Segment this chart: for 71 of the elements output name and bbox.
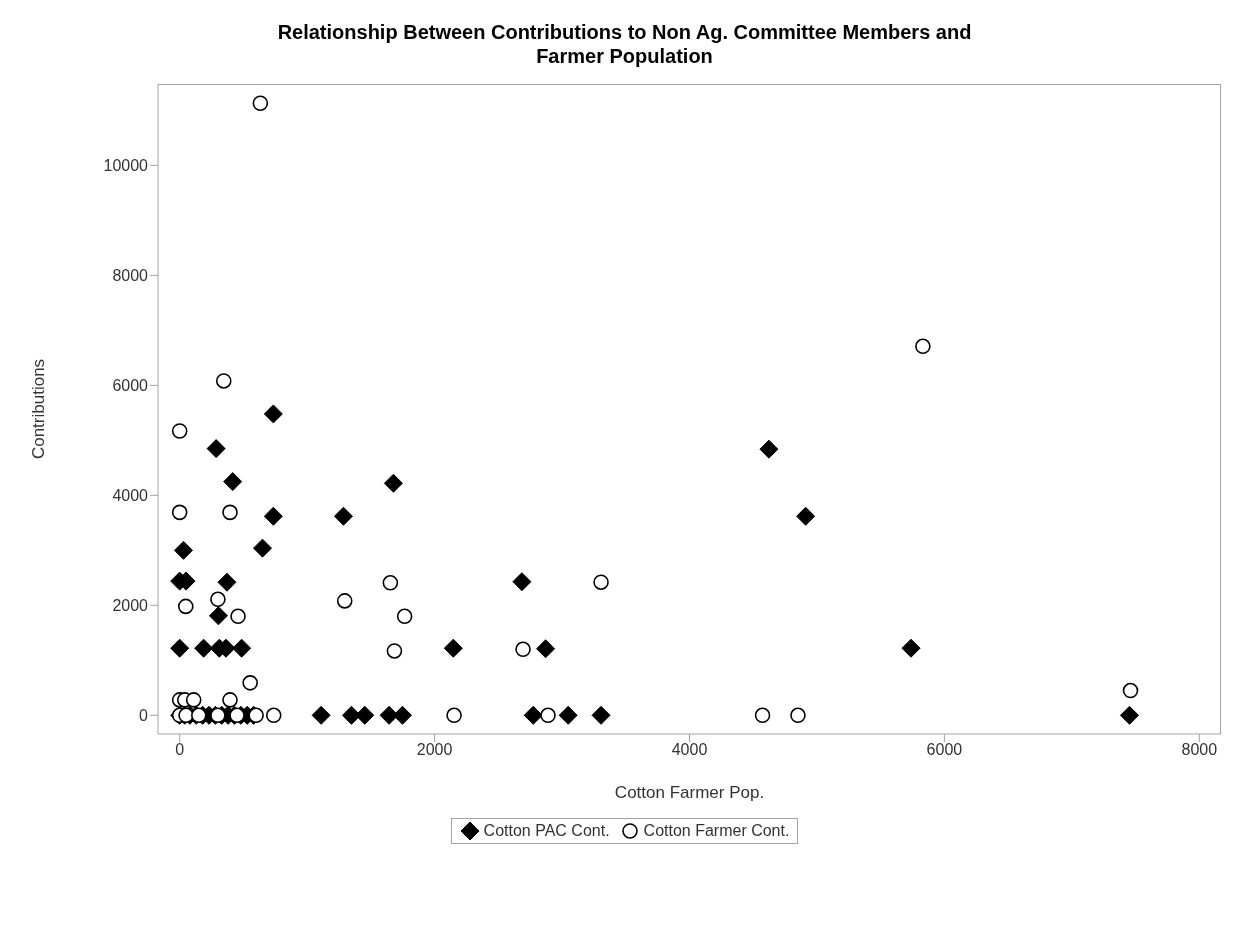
chart-title: Relationship Between Contributions to Non Ag. Committee Members and Farmer Population [276,20,973,69]
point [170,638,190,658]
y-tick-label: 10000 [103,157,149,175]
point [242,675,258,691]
point [1122,682,1139,699]
point [591,705,611,725]
point [311,705,331,725]
point [515,641,531,658]
point [558,705,578,725]
point [915,338,931,355]
point [223,472,243,492]
x-tick-label: 2000 [416,741,453,759]
point [230,608,246,625]
point [253,538,273,558]
point [263,404,283,424]
point [446,707,462,724]
point [263,506,283,526]
point [759,439,779,459]
point [382,574,399,591]
point [383,473,403,493]
y-tick-label: 8000 [112,267,149,285]
point [1119,705,1139,725]
point [171,504,188,521]
point [443,638,463,658]
point [171,423,188,439]
point [396,608,413,625]
point [536,639,556,659]
point [790,707,806,724]
point [185,692,202,708]
point [540,707,556,724]
point [379,705,399,725]
point [512,572,532,592]
x-tick-label: 6000 [926,741,963,759]
point [523,705,543,725]
point [386,643,403,659]
point [173,540,193,560]
point [392,705,412,725]
point [754,707,771,724]
point [333,506,353,526]
y-tick-label: 4000 [112,487,149,505]
point [206,439,226,459]
point [796,506,816,526]
y-tick-label: 6000 [112,377,149,395]
point [232,638,252,658]
point [901,638,921,658]
point [194,638,214,658]
x-tick-label: 0 [175,741,185,759]
point [215,373,232,389]
point [217,572,237,592]
point [593,574,609,591]
x-tick-label: 8000 [1181,741,1218,759]
point [208,606,228,626]
y-axis-title: Contributions [29,358,49,460]
x-tick-label: 4000 [671,741,708,759]
point [222,504,238,521]
point [341,705,361,725]
y-tick-label: 0 [139,706,149,724]
point [177,598,194,615]
point [336,593,353,609]
point [229,707,245,724]
legend-label: Cotton Farmer Cont. [643,822,790,840]
y-tick-label: 2000 [112,597,149,614]
point [210,591,226,608]
point [252,95,269,112]
x-axis-title: Cotton Farmer Pop. [614,783,765,802]
point [210,707,226,724]
point [355,705,375,725]
point [265,707,282,724]
point [190,707,207,724]
legend-label: Cotton PAC Cont. [483,822,610,840]
point [222,692,238,708]
